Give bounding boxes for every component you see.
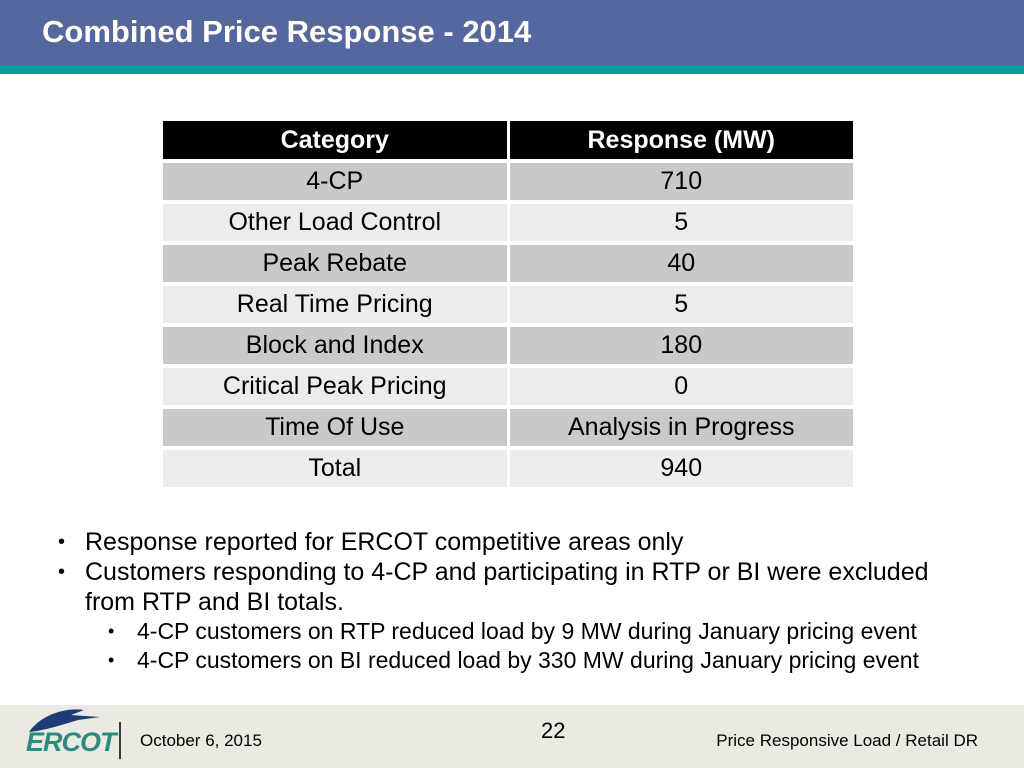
sub-bullet-item: 4-CP customers on BI reduced load by 330… <box>108 646 987 675</box>
table-cell: Total <box>163 450 507 487</box>
table-cell: 4-CP <box>163 163 507 200</box>
ercot-swoosh-icon <box>29 709 100 732</box>
ercot-logo-text: ERCOT <box>26 727 116 757</box>
table-cell: Analysis in Progress <box>509 409 853 446</box>
bullet-list: Response reported for ERCOT competitive … <box>0 527 1000 675</box>
table-row: Block and Index 180 <box>163 327 853 364</box>
table-cell: 40 <box>509 245 853 282</box>
sub-bullet-item: 4-CP customers on RTP reduced load by 9 … <box>108 617 987 646</box>
page-number: 22 <box>541 718 566 743</box>
table-header-row: Category Response (MW) <box>163 121 853 159</box>
table-cell: 940 <box>509 450 853 487</box>
table-cell: Block and Index <box>163 327 507 364</box>
table-body: 4-CP 710 Other Load Control 5 Peak Rebate 40 R… <box>163 163 853 487</box>
table-cell: 710 <box>509 163 853 200</box>
table-cell: 180 <box>509 327 853 364</box>
footer-bar: ERCOT October 6, 2015 22 Price Responsiv… <box>0 705 1024 768</box>
footer-divider <box>119 722 121 759</box>
table-row: Other Load Control 5 <box>163 204 853 241</box>
table-cell: 0 <box>509 368 853 405</box>
table-row: Peak Rebate 40 <box>163 245 853 282</box>
column-header-response-mw: Response (MW) <box>509 121 853 159</box>
table-cell: Peak Rebate <box>163 245 507 282</box>
table-cell: Other Load Control <box>163 204 507 241</box>
table-row: Real Time Pricing 5 <box>163 286 853 323</box>
table-cell: Time Of Use <box>163 409 507 446</box>
price-response-table: Category Response (MW) 4-CP 710 Other Load… <box>163 121 853 491</box>
table-cell: 5 <box>509 204 853 241</box>
table-cell: 5 <box>509 286 853 323</box>
table-row: 4-CP 710 <box>163 163 853 200</box>
table-row: Critical Peak Pricing 0 <box>163 368 853 405</box>
footer-topic: Price Responsive Load / Retail DR <box>716 731 978 750</box>
table-row: Time Of Use Analysis in Progress <box>163 409 853 446</box>
slide-header-bar: Combined Price Response - 2014 <box>0 0 1024 65</box>
ercot-logo: ERCOT <box>24 705 120 765</box>
column-header-category: Category <box>163 121 507 159</box>
table-cell: Critical Peak Pricing <box>163 368 507 405</box>
accent-divider-line <box>0 65 1024 74</box>
footer-date: October 6, 2015 <box>140 731 262 750</box>
table-cell: Real Time Pricing <box>163 286 507 323</box>
slide-title: Combined Price Response - 2014 <box>42 14 532 49</box>
table-row: Total 940 <box>163 450 853 487</box>
bullet-item: Response reported for ERCOT competitive … <box>58 527 955 557</box>
bullet-item: Customers responding to 4-CP and partici… <box>58 557 955 617</box>
